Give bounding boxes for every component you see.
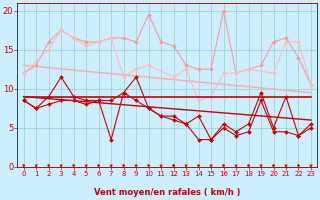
X-axis label: Vent moyen/en rafales ( km/h ): Vent moyen/en rafales ( km/h ) <box>94 188 241 197</box>
